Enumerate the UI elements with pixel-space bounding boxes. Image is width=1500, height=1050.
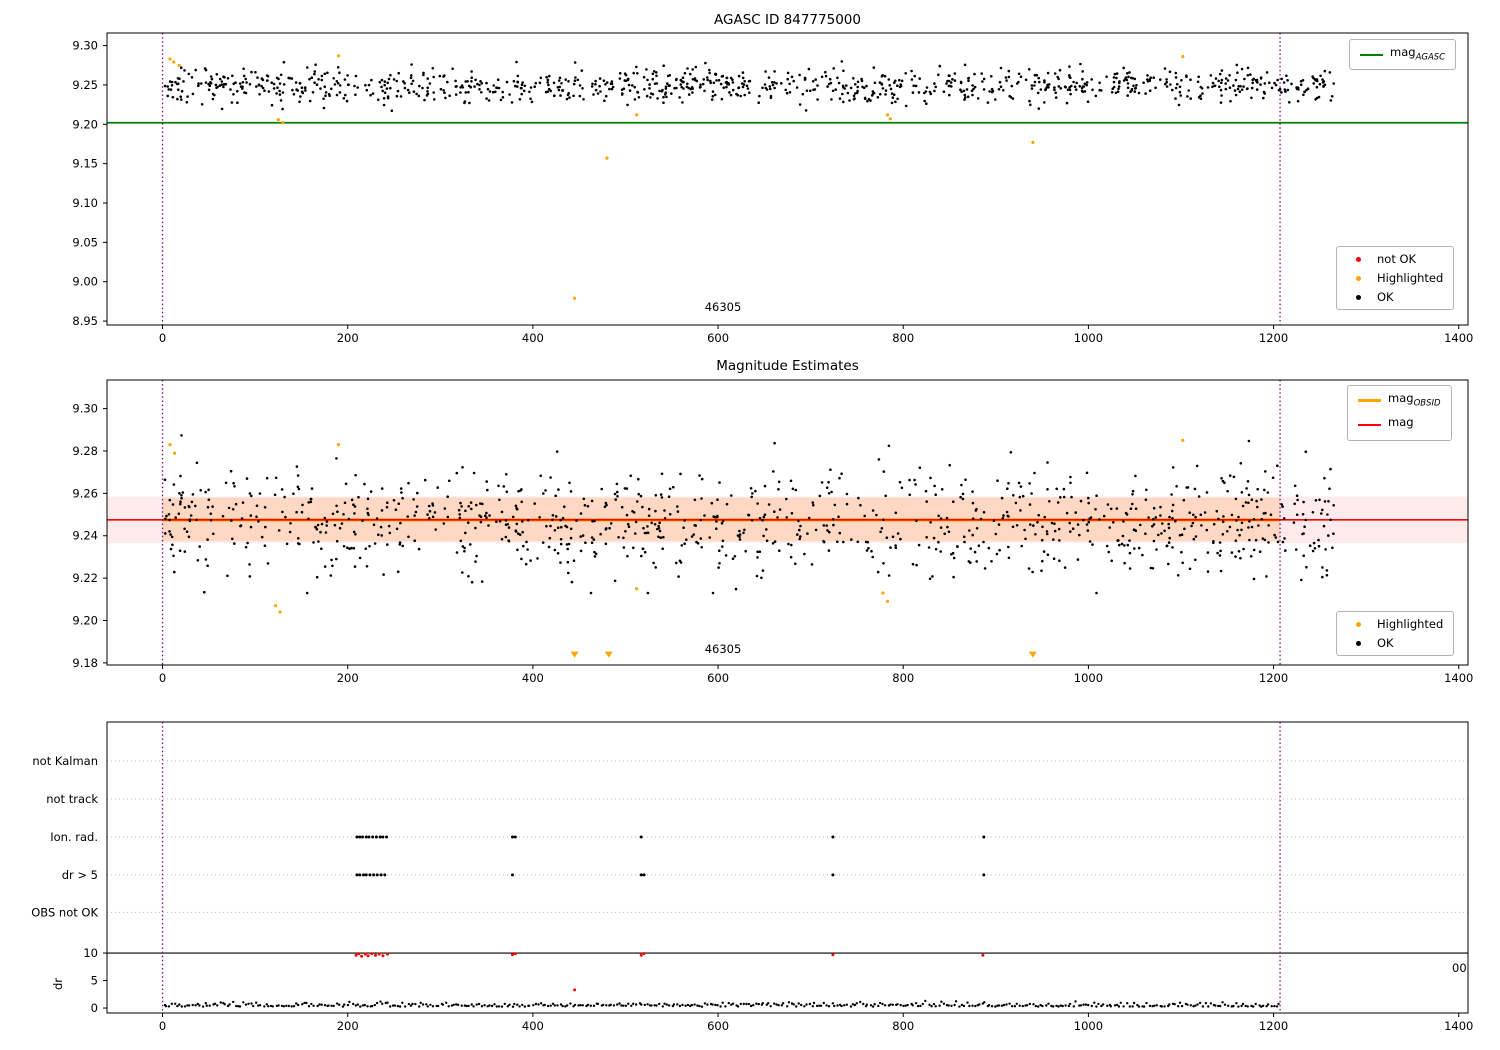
green-line-swatch bbox=[1360, 53, 1383, 56]
svg-text:200: 200 bbox=[337, 1019, 359, 1033]
svg-text:5: 5 bbox=[91, 974, 98, 988]
orange-dot-swatch bbox=[1356, 621, 1361, 627]
svg-text:1400: 1400 bbox=[1444, 331, 1473, 345]
plot2-title: Magnitude Estimates bbox=[716, 358, 859, 374]
svg-text:1000: 1000 bbox=[1074, 331, 1103, 345]
svg-text:0: 0 bbox=[159, 331, 166, 345]
svg-text:600: 600 bbox=[707, 1019, 729, 1033]
svg-text:not Kalman: not Kalman bbox=[32, 754, 98, 768]
svg-text:9.20: 9.20 bbox=[72, 117, 98, 131]
legend-item-highlighted: Highlighted bbox=[1347, 617, 1443, 631]
plot1-title: AGASC ID 847775000 bbox=[714, 12, 861, 28]
svg-text:1200: 1200 bbox=[1259, 1019, 1288, 1033]
svg-text:OBS not OK: OBS not OK bbox=[31, 905, 98, 919]
svg-text:9.26: 9.26 bbox=[72, 486, 98, 500]
orange-dot-swatch bbox=[1356, 275, 1361, 281]
legend-item-mag: mag bbox=[1358, 415, 1441, 434]
svg-text:400: 400 bbox=[522, 331, 544, 345]
red-line-swatch bbox=[1358, 423, 1381, 426]
obsid-annotation-plot2: 46305 bbox=[704, 642, 742, 656]
plot2-line-legend: magOBSID mag bbox=[1347, 385, 1452, 441]
svg-text:0: 0 bbox=[159, 1019, 166, 1033]
svg-text:10: 10 bbox=[83, 946, 98, 960]
svg-text:9.20: 9.20 bbox=[72, 614, 98, 628]
dr-axis-label: dr bbox=[51, 977, 66, 991]
svg-text:200: 200 bbox=[337, 671, 359, 685]
svg-text:600: 600 bbox=[707, 331, 729, 345]
svg-text:600: 600 bbox=[707, 671, 729, 685]
svg-text:9.25: 9.25 bbox=[72, 78, 98, 92]
orange-line-swatch bbox=[1358, 399, 1381, 403]
svg-text:800: 800 bbox=[892, 671, 914, 685]
svg-text:1400: 1400 bbox=[1444, 671, 1473, 685]
svg-text:200: 200 bbox=[337, 331, 359, 345]
svg-text:1200: 1200 bbox=[1259, 671, 1288, 685]
svg-text:not track: not track bbox=[46, 792, 98, 806]
svg-text:1200: 1200 bbox=[1259, 331, 1288, 345]
svg-text:0: 0 bbox=[159, 671, 166, 685]
svg-text:9.30: 9.30 bbox=[72, 39, 98, 53]
legend-item-ok: OK bbox=[1347, 290, 1443, 304]
svg-text:dr > 5: dr > 5 bbox=[62, 868, 98, 882]
svg-text:400: 400 bbox=[522, 671, 544, 685]
legend-item-not-ok: not OK bbox=[1347, 252, 1443, 266]
legend-item-mag-agasc: magAGASC bbox=[1360, 45, 1445, 64]
legend-item-ok: OK bbox=[1347, 636, 1443, 650]
svg-text:0: 0 bbox=[91, 1001, 98, 1015]
svg-text:9.28: 9.28 bbox=[72, 444, 98, 458]
svg-text:9.30: 9.30 bbox=[72, 402, 98, 416]
svg-text:9.24: 9.24 bbox=[72, 529, 98, 543]
legend-item-highlighted: Highlighted bbox=[1347, 271, 1443, 285]
svg-text:Ion. rad.: Ion. rad. bbox=[50, 830, 98, 844]
legend-item-mag-obsid: magOBSID bbox=[1358, 391, 1441, 410]
plot1-points-legend: not OK Highlighted OK bbox=[1336, 246, 1455, 310]
svg-text:9.18: 9.18 bbox=[72, 656, 98, 670]
svg-text:8.95: 8.95 bbox=[72, 314, 98, 328]
svg-text:1000: 1000 bbox=[1074, 671, 1103, 685]
svg-text:9.15: 9.15 bbox=[72, 157, 98, 171]
plot1-line-legend: magAGASC bbox=[1349, 39, 1457, 71]
svg-text:9.05: 9.05 bbox=[72, 235, 98, 249]
svg-text:800: 800 bbox=[892, 331, 914, 345]
black-dot-swatch bbox=[1356, 294, 1361, 300]
svg-text:9.22: 9.22 bbox=[72, 571, 98, 585]
plot2-points-legend: Highlighted OK bbox=[1336, 611, 1455, 656]
obsid-annotation-plot1: 46305 bbox=[704, 300, 742, 314]
black-dot-swatch bbox=[1356, 640, 1361, 646]
svg-text:800: 800 bbox=[892, 1019, 914, 1033]
clipped-tick-label: 00 bbox=[1452, 961, 1467, 975]
svg-text:9.00: 9.00 bbox=[72, 275, 98, 289]
svg-text:9.10: 9.10 bbox=[72, 196, 98, 210]
red-dot-swatch bbox=[1356, 256, 1361, 262]
svg-text:1400: 1400 bbox=[1444, 1019, 1473, 1033]
svg-text:400: 400 bbox=[522, 1019, 544, 1033]
svg-text:1000: 1000 bbox=[1074, 1019, 1103, 1033]
